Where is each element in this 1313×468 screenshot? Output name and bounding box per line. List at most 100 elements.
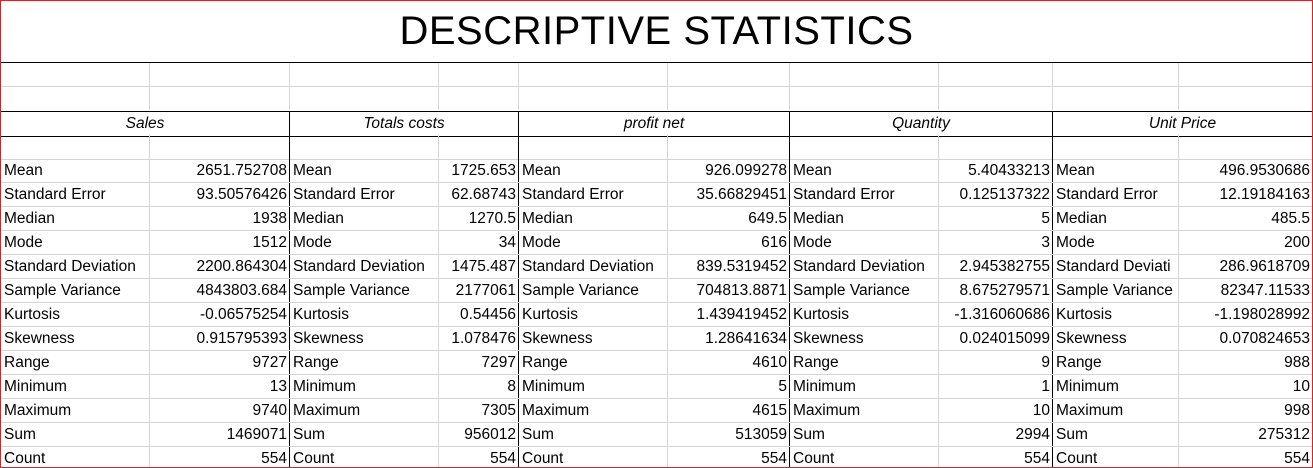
sales-stat-label[interactable]: Sum	[4, 426, 36, 443]
unit-price-stat-label[interactable]: Skewness	[1056, 330, 1127, 347]
quantity-stat-value[interactable]: 5.40433213	[968, 162, 1050, 179]
empty-row[interactable]	[1, 87, 1312, 110]
totals-costs-stat-value[interactable]: 1475.487	[451, 258, 516, 275]
sales-stat-value[interactable]: 93.50576426	[196, 186, 287, 203]
profit-net-stat-value[interactable]: 5	[778, 378, 787, 395]
unit-price-stat-value[interactable]: 0.070824653	[1219, 330, 1310, 347]
empty-row[interactable]	[1, 63, 1312, 87]
unit-price-stat-label[interactable]: Minimum	[1056, 378, 1119, 395]
quantity-stat-value[interactable]: 1	[1041, 378, 1050, 395]
unit-price-stat-value[interactable]: 275312	[1258, 426, 1310, 443]
totals-costs-stat-label[interactable]: Count	[293, 450, 335, 467]
sales-stat-value[interactable]: 9740	[252, 402, 287, 419]
unit-price-stat-value[interactable]: 200	[1284, 234, 1310, 251]
unit-price-stat-label[interactable]: Sample Variance	[1056, 282, 1173, 299]
sales-stat-label[interactable]: Kurtosis	[4, 306, 60, 323]
profit-net-stat-value[interactable]: 35.66829451	[696, 186, 787, 203]
totals-costs-stat-label[interactable]: Median	[293, 210, 344, 227]
quantity-stat-value[interactable]: 10	[1032, 402, 1050, 419]
profit-net-stat-label[interactable]: Minimum	[522, 378, 585, 395]
quantity-stat-label[interactable]: Range	[793, 354, 839, 371]
quantity-stat-label[interactable]: Standard Deviation	[793, 258, 925, 275]
sales-stat-label[interactable]: Minimum	[4, 378, 67, 395]
quantity-stat-value[interactable]: 3	[1041, 234, 1050, 251]
quantity-stat-label[interactable]: Sample Variance	[793, 282, 910, 299]
unit-price-stat-label[interactable]: Kurtosis	[1056, 306, 1112, 323]
unit-price-stat-value[interactable]: 998	[1284, 402, 1310, 419]
profit-net-stat-value[interactable]: 554	[761, 450, 787, 467]
sales-stat-value[interactable]: 1938	[252, 210, 287, 227]
profit-net-stat-value[interactable]: 1.28641634	[705, 330, 787, 347]
unit-price-stat-label[interactable]: Standard Error	[1056, 186, 1158, 203]
unit-price-stat-value[interactable]: 286.9618709	[1219, 258, 1310, 275]
quantity-stat-label[interactable]: Mode	[793, 234, 832, 251]
unit-price-stat-label[interactable]: Maximum	[1056, 402, 1124, 419]
profit-net-stat-value[interactable]: 704813.8871	[696, 282, 787, 299]
quantity-stat-value[interactable]: 2.945382755	[959, 258, 1050, 275]
profit-net-stat-label[interactable]: Count	[522, 450, 564, 467]
profit-net-stat-label[interactable]: Skewness	[522, 330, 593, 347]
totals-costs-stat-value[interactable]: 956012	[464, 426, 516, 443]
sales-stat-label[interactable]: Mode	[4, 234, 43, 251]
sales-stat-value[interactable]: 13	[269, 378, 287, 395]
profit-net-stat-value[interactable]: 926.099278	[705, 162, 787, 179]
quantity-stat-value[interactable]: 554	[1024, 450, 1050, 467]
profit-net-stat-value[interactable]: 839.5319452	[696, 258, 787, 275]
totals-costs-stat-value[interactable]: 1270.5	[468, 210, 516, 227]
header-profit-net[interactable]: profit net	[519, 112, 790, 136]
header-quantity[interactable]: Quantity	[790, 112, 1053, 136]
sales-stat-value[interactable]: 0.915795393	[196, 330, 287, 347]
totals-costs-stat-label[interactable]: Minimum	[293, 378, 356, 395]
sales-stat-label[interactable]: Standard Error	[4, 186, 106, 203]
sales-stat-value[interactable]: 1469071	[226, 426, 287, 443]
profit-net-stat-label[interactable]: Mode	[522, 234, 561, 251]
header-totals-costs[interactable]: Totals costs	[290, 112, 519, 136]
sales-stat-label[interactable]: Maximum	[4, 402, 72, 419]
totals-costs-stat-value[interactable]: 7305	[481, 402, 516, 419]
profit-net-stat-value[interactable]: 616	[761, 234, 787, 251]
totals-costs-stat-label[interactable]: Mean	[293, 162, 332, 179]
quantity-stat-label[interactable]: Skewness	[793, 330, 864, 347]
quantity-stat-label[interactable]: Kurtosis	[793, 306, 849, 323]
profit-net-stat-value[interactable]: 513059	[735, 426, 787, 443]
profit-net-stat-value[interactable]: 1.439419452	[696, 306, 787, 323]
quantity-stat-label[interactable]: Standard Error	[793, 186, 895, 203]
sales-stat-label[interactable]: Count	[4, 450, 46, 467]
unit-price-stat-value[interactable]: 485.5	[1271, 210, 1310, 227]
profit-net-stat-label[interactable]: Sample Variance	[522, 282, 639, 299]
totals-costs-stat-label[interactable]: Standard Deviation	[293, 258, 425, 275]
quantity-stat-label[interactable]: Count	[793, 450, 835, 467]
quantity-stat-value[interactable]: 5	[1041, 210, 1050, 227]
quantity-stat-value[interactable]: -1.316060686	[954, 306, 1050, 323]
totals-costs-stat-label[interactable]: Maximum	[293, 402, 361, 419]
unit-price-stat-value[interactable]: -1.198028992	[1214, 306, 1310, 323]
sales-stat-value[interactable]: 9727	[252, 354, 287, 371]
unit-price-stat-value[interactable]: 496.9530686	[1219, 162, 1310, 179]
sales-stat-value[interactable]: 554	[261, 450, 287, 467]
profit-net-stat-label[interactable]: Mean	[522, 162, 561, 179]
unit-price-stat-label[interactable]: Mean	[1056, 162, 1095, 179]
totals-costs-stat-value[interactable]: 1725.653	[451, 162, 516, 179]
unit-price-stat-label[interactable]: Range	[1056, 354, 1102, 371]
sales-stat-value[interactable]: 4843803.684	[196, 282, 287, 299]
totals-costs-stat-value[interactable]: 8	[507, 378, 516, 395]
sales-stat-label[interactable]: Range	[4, 354, 50, 371]
totals-costs-stat-value[interactable]: 554	[490, 450, 516, 467]
profit-net-stat-label[interactable]: Sum	[522, 426, 554, 443]
sales-stat-value[interactable]: 1512	[252, 234, 287, 251]
totals-costs-stat-label[interactable]: Range	[293, 354, 339, 371]
unit-price-stat-value[interactable]: 12.19184163	[1219, 186, 1310, 203]
profit-net-stat-label[interactable]: Standard Deviation	[522, 258, 654, 275]
profit-net-stat-label[interactable]: Standard Error	[522, 186, 624, 203]
quantity-stat-label[interactable]: Mean	[793, 162, 832, 179]
profit-net-stat-label[interactable]: Maximum	[522, 402, 590, 419]
unit-price-stat-value[interactable]: 82347.11533	[1220, 282, 1310, 299]
profit-net-stat-label[interactable]: Median	[522, 210, 573, 227]
quantity-stat-value[interactable]: 8.675279571	[959, 282, 1050, 299]
sales-stat-label[interactable]: Median	[4, 210, 55, 227]
totals-costs-stat-label[interactable]: Skewness	[293, 330, 364, 347]
quantity-stat-value[interactable]: 0.125137322	[959, 186, 1050, 203]
quantity-stat-label[interactable]: Minimum	[793, 378, 856, 395]
unit-price-stat-value[interactable]: 10	[1292, 378, 1310, 395]
header-sales[interactable]: Sales	[1, 112, 290, 136]
